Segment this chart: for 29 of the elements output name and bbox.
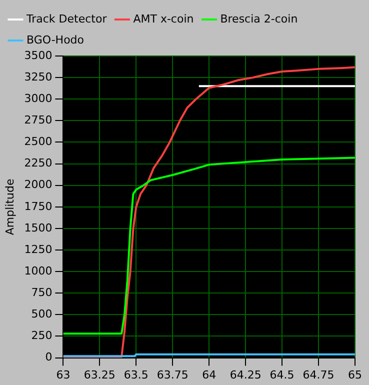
- y-tick-label: 250: [31, 329, 52, 342]
- x-tick-label: 63.25: [84, 368, 116, 382]
- y-tick-label: 1750: [24, 200, 52, 213]
- y-tick-label: 500: [31, 308, 52, 321]
- y-tick-label: 0: [45, 350, 52, 364]
- x-tick-label: 63: [56, 368, 70, 382]
- y-tick-label: 2000: [24, 178, 52, 192]
- y-tick-label: 1000: [24, 264, 52, 278]
- x-tick-label: 64: [202, 368, 216, 382]
- legend-label: BGO-Hodo: [26, 33, 84, 46]
- y-axis-title: Amplitude: [3, 178, 16, 236]
- legend-label: Track Detector: [26, 12, 108, 26]
- y-tick-label: 2500: [24, 135, 52, 148]
- x-tick-label: 64.75: [302, 368, 334, 382]
- x-tick-label: 65: [348, 368, 362, 382]
- x-tick-label: 63.5: [124, 368, 148, 382]
- y-tick-label: 3500: [24, 48, 52, 62]
- x-tick-label: 64.25: [230, 368, 262, 382]
- y-tick-label: 1500: [24, 221, 52, 234]
- y-tick-label: 3000: [24, 92, 52, 105]
- y-tick-label: 2250: [24, 156, 52, 170]
- x-tick-label: 64.5: [270, 368, 294, 382]
- y-tick-label: 2750: [24, 114, 52, 127]
- x-tick-label: 63.75: [156, 368, 188, 382]
- y-tick-label: 1250: [24, 242, 52, 256]
- y-tick-label: 3250: [24, 70, 52, 84]
- y-tick-label: 750: [31, 286, 52, 299]
- legend-label: AMT x-coin: [133, 12, 194, 26]
- legend-label: Brescia 2-coin: [220, 12, 298, 26]
